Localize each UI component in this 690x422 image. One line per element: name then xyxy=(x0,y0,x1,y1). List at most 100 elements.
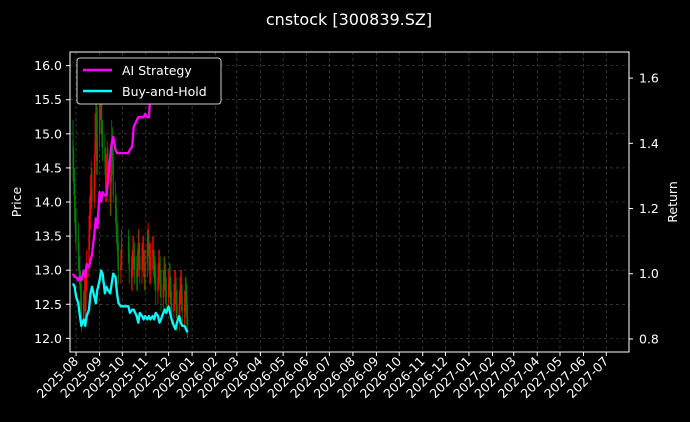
candle-body xyxy=(131,263,133,277)
candle-body xyxy=(174,283,176,298)
candle-body xyxy=(143,263,145,277)
candle-body xyxy=(130,270,133,277)
candle-body xyxy=(147,236,149,243)
y-tick-label: 14.0 xyxy=(34,195,62,210)
candle-body xyxy=(77,236,79,257)
candle-body xyxy=(93,174,95,202)
candle-body xyxy=(168,283,170,298)
legend-label-bh: Buy-and-Hold xyxy=(122,84,207,99)
candle-body xyxy=(84,290,86,312)
candle-body xyxy=(164,277,167,291)
y-tick-label: 15.5 xyxy=(34,92,62,107)
candle-body xyxy=(88,236,90,271)
candle-body xyxy=(94,140,96,175)
candle-body xyxy=(136,270,138,277)
candle-body xyxy=(158,263,161,271)
candle-body xyxy=(120,263,122,271)
right-axis: 0.8 1.0 1.2 1.4 1.6 xyxy=(629,71,659,346)
candle-body xyxy=(142,249,144,257)
candle-body xyxy=(80,297,82,318)
y2-tick-label: 0.8 xyxy=(639,331,659,346)
candle-body xyxy=(144,263,146,277)
candle-body xyxy=(180,283,182,291)
candle-body xyxy=(181,297,183,312)
candle-body xyxy=(173,297,175,312)
candle-body xyxy=(112,161,114,196)
y-tick-label: 13.5 xyxy=(34,229,62,244)
candle-body xyxy=(176,304,178,318)
candle-body xyxy=(137,242,139,264)
candle-body xyxy=(73,167,75,182)
candle-body xyxy=(133,256,136,271)
candle-body xyxy=(127,242,130,250)
candle-body xyxy=(153,263,155,271)
candle-body xyxy=(90,188,92,196)
candle-body xyxy=(179,290,181,305)
candle-body xyxy=(73,181,76,209)
legend-label-ai: AI Strategy xyxy=(122,63,192,78)
candle-body xyxy=(159,270,161,284)
candle-body xyxy=(152,249,154,257)
candle-body xyxy=(110,167,112,202)
y2-tick-label: 1.6 xyxy=(639,71,659,86)
candle-body xyxy=(186,317,189,325)
candle-body xyxy=(98,106,101,134)
candle-body xyxy=(184,290,186,305)
candle-body xyxy=(78,256,80,271)
candle-body xyxy=(114,195,117,209)
candle-body xyxy=(111,140,114,162)
candle-body xyxy=(148,236,150,257)
candle-body xyxy=(96,133,98,162)
candle-body xyxy=(154,270,156,277)
candle-body xyxy=(89,195,92,216)
candle-body xyxy=(132,249,134,264)
chart-title: cnstock [300839.SZ] xyxy=(266,10,432,29)
candle-body xyxy=(83,304,85,318)
candle-body xyxy=(95,113,97,141)
candle-body xyxy=(95,113,98,162)
candle-body xyxy=(85,277,87,312)
candle-body xyxy=(80,277,82,298)
candle-body xyxy=(83,290,86,305)
buy-and-hold-line xyxy=(71,269,189,333)
candle-body xyxy=(75,229,77,237)
y-tick-label: 13.0 xyxy=(34,263,62,278)
candle-body xyxy=(117,236,119,257)
candle-body xyxy=(163,270,165,284)
candle-body xyxy=(168,277,170,284)
candle-body xyxy=(116,229,118,237)
candle-body xyxy=(105,174,108,189)
candle-body xyxy=(165,290,167,298)
candle-body xyxy=(149,256,151,271)
candle-body xyxy=(72,140,74,168)
candle-body xyxy=(141,256,143,271)
candle-body xyxy=(160,283,162,298)
candle-body xyxy=(162,283,164,298)
y2-tick-label: 1.4 xyxy=(639,136,659,151)
candle-body xyxy=(79,270,81,277)
candle-body xyxy=(74,208,76,230)
candle-body xyxy=(91,188,93,202)
y2-tick-label: 1.2 xyxy=(639,201,659,216)
candle-body xyxy=(170,290,172,305)
candle-body xyxy=(158,263,160,277)
y-tick-label: 14.5 xyxy=(34,160,62,175)
candle-body xyxy=(139,256,141,271)
legend-box xyxy=(76,57,222,105)
left-axis: 12.0 12.5 13.0 13.5 14.0 14.5 15.0 15.5 16.0 xyxy=(34,58,70,346)
candle-body xyxy=(186,297,188,318)
candle-body xyxy=(152,249,155,264)
y-tick-label: 15.0 xyxy=(34,126,62,141)
candle-body xyxy=(128,249,130,271)
candle-body xyxy=(171,304,173,312)
y-tick-label: 12.5 xyxy=(34,297,62,312)
candle-body xyxy=(120,242,123,264)
y2-tick-label: 1.0 xyxy=(639,266,659,281)
price-candles xyxy=(72,65,189,339)
candle-body xyxy=(109,188,111,202)
candle-body xyxy=(115,208,117,230)
y-tick-label: 16.0 xyxy=(34,58,62,73)
candle-body xyxy=(104,147,106,162)
candle-body xyxy=(164,270,166,277)
y-tick-label: 12.0 xyxy=(34,331,62,346)
